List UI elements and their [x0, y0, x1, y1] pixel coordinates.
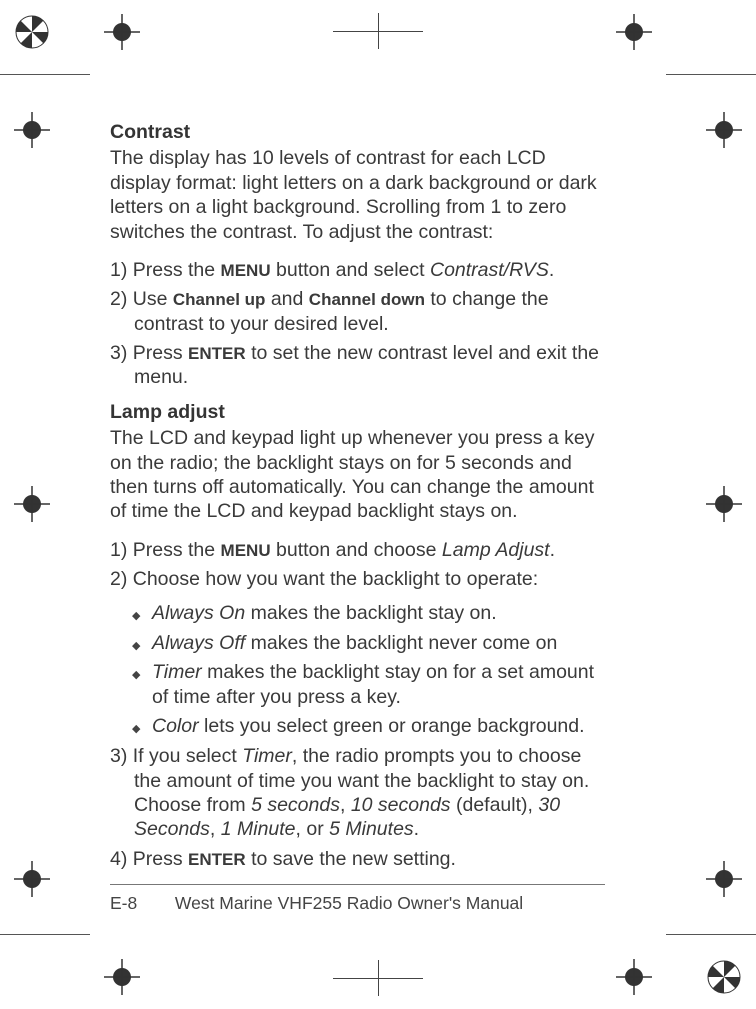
contrast-step-3: 3) Press ENTER to set the new contrast l… [110, 341, 600, 390]
reg-mark-bot-2 [104, 959, 140, 995]
manual-title: West Marine VHF255 Radio Owner's Manual [175, 893, 523, 913]
reg-mark-left-upper [14, 112, 50, 148]
reg-mark-top-2 [104, 14, 140, 50]
section-heading-contrast: Contrast [110, 120, 600, 144]
reg-cross-bot [333, 977, 423, 979]
reg-mark-fan-tl [14, 14, 50, 50]
page-number: E-8 [110, 893, 170, 914]
trim-line-bl [0, 934, 90, 935]
lamp-step-3: 3) If you select Timer, the radio prompt… [110, 744, 600, 842]
reg-mark-left-lower [14, 861, 50, 897]
trim-line-br [666, 934, 756, 935]
lamp-bullet-3: Timer makes the backlight stay on for a … [132, 660, 600, 709]
section-heading-lamp: Lamp adjust [110, 400, 600, 424]
lamp-steps: 1) Press the MENU button and choose Lamp… [110, 538, 600, 592]
reg-mark-right-lower [706, 861, 742, 897]
lamp-step-2: 2) Choose how you want the backlight to … [110, 567, 600, 591]
lamp-bullet-1: Always On makes the backlight stay on. [132, 601, 600, 625]
contrast-step-2: 2) Use Channel up and Channel down to ch… [110, 287, 600, 336]
page-footer: E-8 West Marine VHF255 Radio Owner's Man… [110, 884, 605, 914]
trim-line-tl [0, 74, 90, 75]
reg-cross-top [333, 30, 423, 32]
page-content: Contrast The display has 10 levels of co… [110, 120, 600, 881]
lamp-bullet-2: Always Off makes the backlight never com… [132, 631, 600, 655]
reg-mark-right-upper [706, 112, 742, 148]
reg-mark-right-mid [706, 486, 742, 522]
trim-line-tr [666, 74, 756, 75]
lamp-step-4: 4) Press ENTER to save the new setting. [110, 847, 600, 871]
contrast-intro: The display has 10 levels of contrast fo… [110, 146, 600, 244]
lamp-intro: The LCD and keypad light up whenever you… [110, 426, 600, 524]
contrast-steps: 1) Press the MENU button and select Cont… [110, 258, 600, 390]
reg-mark-fan-br [706, 959, 742, 995]
reg-mark-left-mid [14, 486, 50, 522]
lamp-bullets: Always On makes the backlight stay on. A… [132, 601, 600, 738]
lamp-bullet-4: Color lets you select green or orange ba… [132, 714, 600, 738]
contrast-step-1: 1) Press the MENU button and select Cont… [110, 258, 600, 282]
lamp-step-1: 1) Press the MENU button and choose Lamp… [110, 538, 600, 562]
reg-mark-top-3 [616, 14, 652, 50]
lamp-steps-cont: 3) If you select Timer, the radio prompt… [110, 744, 600, 871]
reg-mark-bot-3 [616, 959, 652, 995]
